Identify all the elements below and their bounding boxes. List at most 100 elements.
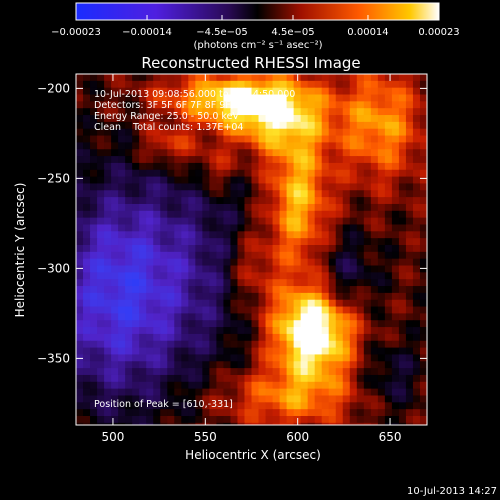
heatmap-cell xyxy=(132,190,140,198)
heatmap-cell xyxy=(223,313,231,321)
heatmap-cell xyxy=(384,272,393,280)
heatmap-cell xyxy=(412,128,421,137)
colorbar-tick-label: −0.00014 xyxy=(122,27,172,38)
heatmap-cell xyxy=(419,340,427,349)
heatmap-cell xyxy=(314,115,323,123)
heatmap-cell xyxy=(76,203,84,212)
heatmap-cell xyxy=(314,238,323,246)
heatmap-cell xyxy=(90,162,98,171)
heatmap-cell xyxy=(153,87,161,96)
heatmap-cell xyxy=(181,135,189,143)
heatmap-cell xyxy=(174,210,182,219)
heatmap-cell xyxy=(167,327,175,335)
heatmap-cell xyxy=(153,347,161,355)
heatmap-cell xyxy=(321,94,330,102)
heatmap-cell xyxy=(258,245,267,253)
heatmap-cell xyxy=(167,354,175,362)
heatmap-cell xyxy=(272,286,281,294)
heatmap-cell xyxy=(195,101,203,109)
heatmap-cell xyxy=(314,87,323,96)
heatmap-cell xyxy=(405,231,414,239)
heatmap-cell xyxy=(391,80,400,89)
heatmap-cell xyxy=(104,128,112,137)
heatmap-cell xyxy=(272,217,281,225)
heatmap-cell xyxy=(223,135,231,143)
heatmap-cell xyxy=(363,388,372,396)
heatmap-cell xyxy=(97,101,105,109)
heatmap-cell xyxy=(181,210,189,219)
heatmap-cell xyxy=(356,333,365,342)
heatmap-cell xyxy=(83,292,91,301)
heatmap-cell xyxy=(279,176,288,184)
heatmap-cell xyxy=(90,183,98,191)
heatmap-cell xyxy=(230,108,238,116)
heatmap-cell xyxy=(427,204,435,211)
heatmap-cell xyxy=(111,94,119,102)
heatmap-cell xyxy=(146,74,154,82)
heatmap-cell xyxy=(293,128,302,137)
heatmap-cell xyxy=(279,354,288,362)
heatmap-cell xyxy=(76,162,84,171)
heatmap-cell xyxy=(293,149,302,157)
heatmap-cell xyxy=(258,333,267,342)
heatmap-cell xyxy=(265,251,274,260)
heatmap-cell xyxy=(83,203,91,212)
heatmap-cell xyxy=(244,80,252,89)
heatmap-cell xyxy=(265,272,274,280)
heatmap-cell xyxy=(328,361,337,369)
heatmap-cell xyxy=(314,258,323,267)
heatmap-cell xyxy=(104,74,112,82)
heatmap-cell xyxy=(244,347,252,355)
heatmap-cell xyxy=(384,149,393,157)
heatmap-cell xyxy=(321,101,330,109)
heatmap-cell xyxy=(300,286,309,294)
heatmap-cell xyxy=(153,231,161,239)
heatmap-cell xyxy=(279,245,288,253)
heatmap-cell xyxy=(384,416,393,424)
heatmap-cell xyxy=(174,156,182,164)
heatmap-cell xyxy=(104,409,112,417)
heatmap-cell xyxy=(328,299,337,308)
heatmap-cell xyxy=(384,347,393,355)
heatmap-cell xyxy=(174,361,182,369)
heatmap-cell xyxy=(300,313,309,321)
heatmap-cell xyxy=(279,149,288,157)
heatmap-cell xyxy=(349,286,358,294)
heatmap-cell xyxy=(230,87,238,96)
heatmap-cell xyxy=(335,251,344,260)
heatmap-cell xyxy=(419,422,427,425)
heatmap-cell xyxy=(279,231,288,239)
heatmap-cell xyxy=(398,354,407,362)
heatmap-cell xyxy=(146,183,154,191)
heatmap-cell xyxy=(209,354,217,362)
heatmap-cell xyxy=(195,258,203,267)
heatmap-cell xyxy=(370,368,379,376)
heatmap-cell xyxy=(427,177,435,184)
heatmap-cell xyxy=(118,217,126,225)
heatmap-cell xyxy=(125,149,133,157)
heatmap-cell xyxy=(307,128,316,137)
heatmap-cell xyxy=(286,374,295,383)
heatmap-cell xyxy=(202,231,210,239)
heatmap-cell xyxy=(216,313,224,321)
heatmap-cell xyxy=(230,162,238,171)
heatmap-cell xyxy=(83,80,91,89)
heatmap-cell xyxy=(188,409,196,417)
heatmap-cell xyxy=(188,416,196,424)
heatmap-cell xyxy=(90,347,98,355)
heatmap-cell xyxy=(139,258,147,267)
heatmap-cell xyxy=(237,265,245,273)
heatmap-cell xyxy=(370,381,379,390)
heatmap-cell xyxy=(363,197,372,205)
heatmap-cell xyxy=(314,286,323,294)
heatmap-cell xyxy=(146,409,154,417)
heatmap-cell xyxy=(244,210,252,219)
heatmap-cell xyxy=(377,245,386,253)
heatmap-cell xyxy=(83,135,91,143)
heatmap-cell xyxy=(223,162,231,171)
heatmap-cell xyxy=(244,231,252,239)
heatmap-cell xyxy=(111,272,119,280)
heatmap-cell xyxy=(427,197,435,204)
heatmap-cell xyxy=(412,272,421,280)
heatmap-cell xyxy=(237,333,245,342)
